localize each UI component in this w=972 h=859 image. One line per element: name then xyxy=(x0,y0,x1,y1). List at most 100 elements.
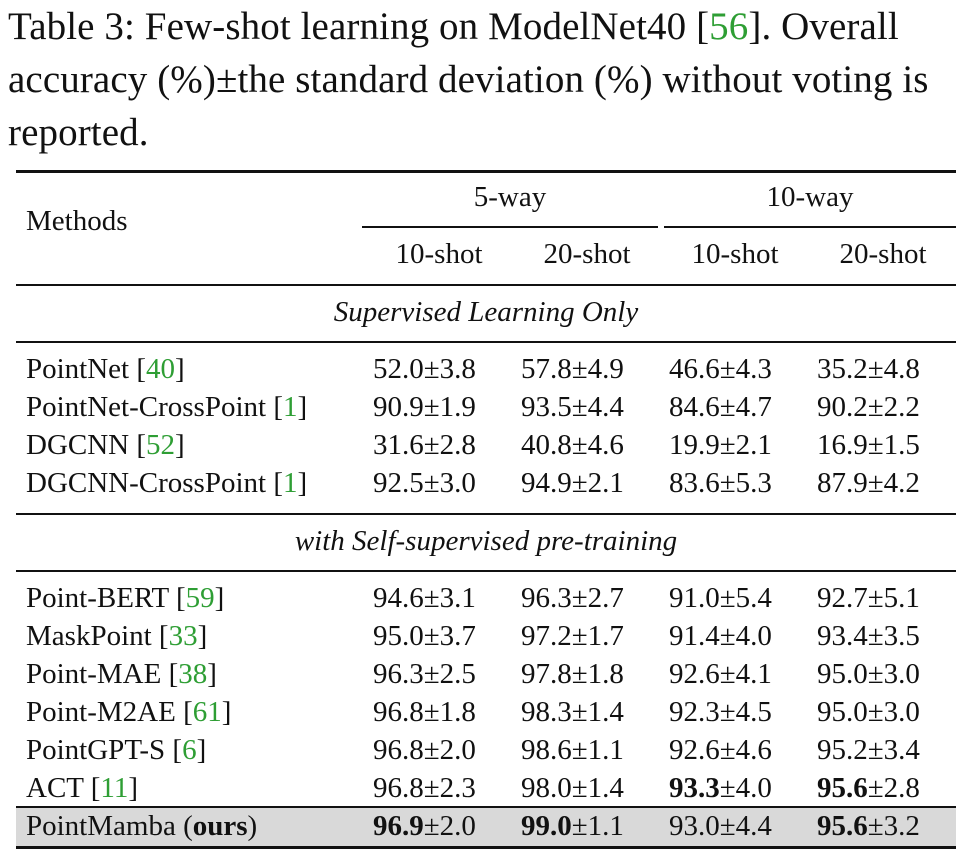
accuracy-mean: 93.3 xyxy=(669,772,720,804)
method-label: DGCNN-CrossPoint [ xyxy=(26,467,283,499)
accuracy-mean: 98.0 xyxy=(521,772,572,804)
accuracy-cell: 91.4±4.0 xyxy=(669,619,772,653)
accuracy-mean: 95.0 xyxy=(373,620,424,652)
method-citation[interactable]: 33 xyxy=(168,620,198,652)
method-citation[interactable]: 40 xyxy=(146,353,176,385)
accuracy-cell: 87.9±4.2 xyxy=(817,466,920,500)
section-supervised: Supervised Learning Only xyxy=(333,296,639,328)
accuracy-cell: 57.8±4.9 xyxy=(521,352,624,386)
accuracy-std: ±1.8 xyxy=(571,658,624,690)
accuracy-std: ±5.4 xyxy=(719,582,772,614)
accuracy-std: ±2.1 xyxy=(719,429,772,461)
accuracy-cell: 31.6±2.8 xyxy=(373,428,476,462)
accuracy-std: ±4.9 xyxy=(571,353,624,385)
method-citation[interactable]: 59 xyxy=(185,582,215,614)
accuracy-mean: 98.3 xyxy=(521,696,572,728)
accuracy-std: ±2.5 xyxy=(423,658,476,690)
method-label-close: ) xyxy=(247,810,258,842)
accuracy-std: ±1.9 xyxy=(423,391,476,423)
shot-header: 10-shot xyxy=(395,238,483,270)
accuracy-cell: 96.8±2.0 xyxy=(373,733,476,767)
method-label: MaskPoint [ xyxy=(26,620,169,652)
method-label-close: ] xyxy=(197,620,208,652)
method-name: DGCNN-CrossPoint [1] xyxy=(26,466,307,500)
accuracy-std: ±3.0 xyxy=(867,658,920,690)
accuracy-cell: 99.0±1.1 xyxy=(521,809,624,843)
accuracy-mean: 94.6 xyxy=(373,582,424,614)
accuracy-std: ±2.0 xyxy=(423,734,476,766)
method-citation[interactable]: 1 xyxy=(283,467,298,499)
accuracy-cell: 95.0±3.0 xyxy=(817,657,920,691)
method-citation[interactable]: 52 xyxy=(146,429,176,461)
method-citation[interactable]: 1 xyxy=(283,391,298,423)
method-citation[interactable]: 61 xyxy=(192,696,222,728)
accuracy-cell: 92.5±3.0 xyxy=(373,466,476,500)
accuracy-cell: 92.6±4.1 xyxy=(669,657,772,691)
method-label-close: ] xyxy=(128,772,138,804)
accuracy-cell: 95.0±3.0 xyxy=(817,695,920,729)
method-citation[interactable]: 11 xyxy=(100,772,129,804)
accuracy-mean: 93.5 xyxy=(521,391,572,423)
accuracy-mean: 93.0 xyxy=(669,810,720,842)
accuracy-std: ±3.0 xyxy=(423,467,476,499)
accuracy-mean: 91.4 xyxy=(669,620,720,652)
accuracy-cell: 90.9±1.9 xyxy=(373,390,476,424)
accuracy-cell: 90.2±2.2 xyxy=(817,390,920,424)
accuracy-mean: 96.3 xyxy=(373,658,424,690)
method-citation[interactable]: 38 xyxy=(178,658,208,690)
accuracy-mean: 40.8 xyxy=(521,429,572,461)
accuracy-mean: 93.4 xyxy=(817,620,868,652)
accuracy-std: ±4.6 xyxy=(571,429,624,461)
group-5way-rule xyxy=(362,226,658,228)
method-label: DGCNN [ xyxy=(26,429,147,461)
accuracy-std: ±4.0 xyxy=(719,620,772,652)
accuracy-mean: 96.9 xyxy=(373,810,424,842)
accuracy-mean: 92.6 xyxy=(669,734,720,766)
table-label: Table 3: xyxy=(8,5,135,48)
group-10way-rule xyxy=(664,226,956,228)
method-label: ACT [ xyxy=(26,772,101,804)
accuracy-cell: 40.8±4.6 xyxy=(521,428,624,462)
caption-citation[interactable]: 56 xyxy=(709,5,749,48)
accuracy-cell: 97.8±1.8 xyxy=(521,657,624,691)
accuracy-cell: 98.0±1.4 xyxy=(521,771,624,805)
header-rule xyxy=(16,284,956,286)
pre-ours-rule xyxy=(16,806,956,808)
section-selfsup: with Self-supervised pre-training xyxy=(294,525,678,557)
table-caption: Table 3: Few-shot learning on ModelNet40… xyxy=(8,0,970,159)
accuracy-mean: 83.6 xyxy=(669,467,720,499)
accuracy-cell: 96.3±2.5 xyxy=(373,657,476,691)
method-citation[interactable]: 6 xyxy=(182,734,197,766)
accuracy-mean: 16.9 xyxy=(817,429,868,461)
accuracy-cell: 92.7±5.1 xyxy=(817,581,920,615)
accuracy-cell: 35.2±4.8 xyxy=(817,352,920,386)
accuracy-mean: 96.3 xyxy=(521,582,572,614)
accuracy-mean: 95.2 xyxy=(817,734,868,766)
method-label-close: ] xyxy=(175,353,185,385)
accuracy-std: ±4.2 xyxy=(867,467,920,499)
methods-header: Methods xyxy=(26,205,128,237)
accuracy-cell: 97.2±1.7 xyxy=(521,619,624,653)
accuracy-mean: 94.9 xyxy=(521,467,572,499)
accuracy-cell: 91.0±5.4 xyxy=(669,581,772,615)
accuracy-cell: 46.6±4.3 xyxy=(669,352,772,386)
accuracy-cell: 52.0±3.8 xyxy=(373,352,476,386)
section2-rule xyxy=(16,570,956,572)
accuracy-mean: 92.3 xyxy=(669,696,720,728)
accuracy-mean: 96.8 xyxy=(373,734,424,766)
method-label: PointGPT-S [ xyxy=(26,734,183,766)
accuracy-cell: 83.6±5.3 xyxy=(669,466,772,500)
accuracy-mean: 90.2 xyxy=(817,391,868,423)
accuracy-mean: 95.0 xyxy=(817,696,868,728)
accuracy-mean: 97.8 xyxy=(521,658,572,690)
accuracy-cell: 95.2±3.4 xyxy=(817,733,920,767)
accuracy-mean: 52.0 xyxy=(373,353,424,385)
accuracy-mean: 91.0 xyxy=(669,582,720,614)
method-name: ACT [11] xyxy=(26,771,138,805)
accuracy-std: ±2.0 xyxy=(423,810,476,842)
accuracy-std: ±4.1 xyxy=(719,658,772,690)
method-name: PointNet [40] xyxy=(26,352,185,386)
group-10way-header: 10-way xyxy=(766,181,854,213)
accuracy-std: ±2.3 xyxy=(423,772,476,804)
accuracy-mean: 87.9 xyxy=(817,467,868,499)
